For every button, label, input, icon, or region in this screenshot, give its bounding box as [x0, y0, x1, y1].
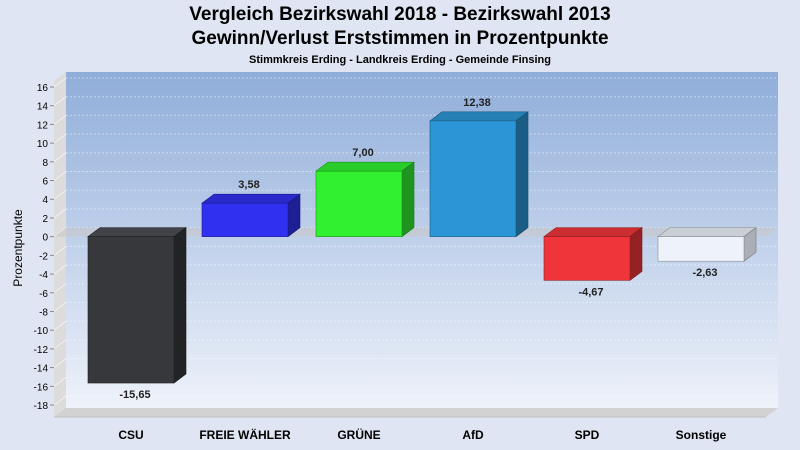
value-label: 12,38: [463, 97, 491, 109]
gridline-side: [53, 264, 67, 275]
gridline-side: [53, 133, 67, 144]
gridline-side: [53, 115, 67, 125]
y-axis-label: Prozentpunkte: [11, 209, 25, 287]
y-tick-label: 6: [42, 177, 48, 188]
gridline-side: [53, 77, 67, 88]
bar-freie-w-hler: [201, 193, 301, 238]
gridline-side: [53, 96, 67, 107]
y-axis: 16 14 12 10 8 6 4 2 0 -2 -4 -6 -8 -10 -12 -14 -16 -18: [34, 83, 54, 412]
y-tick-label: -6: [39, 289, 48, 300]
bar-top-face: [543, 227, 643, 237]
bars: -15,65 3,58 7,00 12,38 -4,67 -2,63: [87, 97, 757, 401]
bar-front-face: [543, 236, 631, 281]
y-tick-label: -4: [39, 270, 48, 281]
bar-front-face: [201, 202, 289, 237]
gridline-side: [53, 283, 67, 294]
bar-top-face: [201, 193, 301, 204]
bar-sonstige: [657, 227, 757, 262]
bar-front-face: [315, 170, 403, 237]
x-tick-label: Sonstige: [676, 428, 727, 442]
bar-csu: [87, 227, 187, 384]
y-tick-label: 4: [42, 195, 48, 206]
x-axis: CSU FREIE WÄHLER GRÜNE AfD SPD Sonstige: [118, 427, 726, 442]
gridline-side: [53, 302, 67, 312]
bar-top-face: [87, 227, 187, 237]
gridline-side: [53, 208, 67, 219]
gridline-side: [53, 245, 67, 256]
bar-spd: [543, 227, 643, 281]
bar-front-face: [429, 120, 517, 237]
bar-side-face: [629, 227, 643, 281]
bar-top-face: [429, 111, 529, 122]
bar-side-face: [173, 227, 187, 384]
bar-front-face: [87, 236, 175, 384]
y-tick-label: -18: [34, 401, 49, 412]
bar-top-face: [657, 227, 757, 237]
bar-side-face: [515, 111, 529, 238]
y-tick-label: -10: [34, 326, 49, 337]
y-tick-label: 14: [37, 102, 49, 113]
y-tick-label: -2: [39, 251, 48, 262]
x-tick-label: CSU: [118, 428, 143, 442]
value-label: 7,00: [352, 147, 373, 159]
plot-floor: [54, 408, 778, 417]
chart-caption: Stimmkreis Erding - Landkreis Erding - G…: [249, 54, 551, 66]
gridline-side: [53, 171, 67, 181]
value-label: 3,58: [238, 179, 259, 191]
value-label: -2,63: [692, 267, 717, 279]
bar-top-face: [315, 161, 415, 172]
bar-afd: [429, 111, 529, 238]
y-tick-label: -8: [39, 307, 48, 318]
bar-front-face: [657, 236, 745, 262]
bar-gr-ne: [315, 161, 415, 238]
gridline-side: [53, 376, 67, 387]
chart-subtitle: Gewinn/Verlust Erststimmen in Prozentpun…: [191, 28, 609, 49]
x-tick-label: GRÜNE: [337, 427, 380, 442]
y-tick-label: 10: [37, 139, 49, 150]
gridline-side: [53, 358, 67, 368]
y-tick-label: 0: [42, 233, 48, 244]
y-tick-label: -14: [34, 364, 49, 375]
chart-title: Vergleich Bezirkswahl 2018 - Bezirkswahl…: [189, 4, 611, 25]
y-tick-label: -12: [34, 345, 49, 356]
gridline-side: [53, 189, 67, 200]
y-tick-label: 12: [37, 120, 49, 131]
bar-side-face: [401, 161, 415, 238]
gridline-side: [53, 320, 67, 331]
gridline-side: [53, 152, 67, 163]
value-label: -15,65: [119, 389, 150, 401]
y-tick-label: -16: [34, 382, 49, 393]
x-tick-label: SPD: [575, 428, 600, 442]
value-label: -4,67: [578, 286, 603, 298]
plot-left-wall: [54, 72, 66, 417]
y-tick-label: 16: [37, 83, 49, 94]
x-tick-label: FREIE WÄHLER: [199, 427, 291, 442]
x-tick-label: AfD: [462, 428, 484, 442]
gridline-side: [53, 339, 67, 350]
y-tick-label: 2: [42, 214, 48, 225]
y-tick-label: 8: [42, 158, 48, 169]
gridline-side: [53, 395, 67, 406]
